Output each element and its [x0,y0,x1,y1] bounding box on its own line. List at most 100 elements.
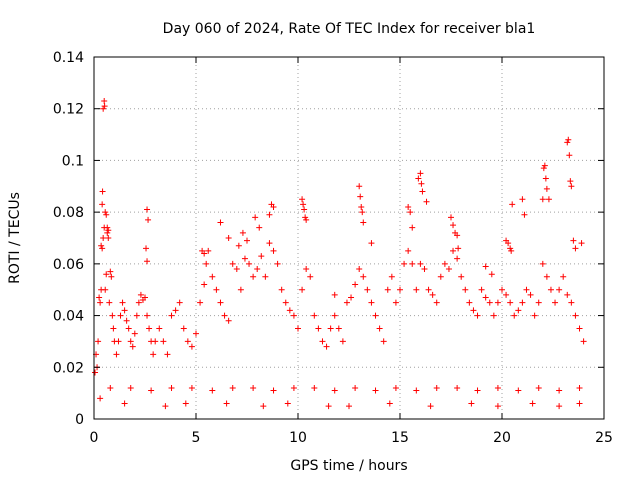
data-point [482,263,489,270]
data-point [580,338,587,345]
data-point [368,299,375,306]
data-point [302,214,309,221]
data-point [213,286,220,293]
data-point [127,384,134,391]
data-point [106,299,113,306]
data-point [376,325,383,332]
data-point [552,299,559,306]
data-point [515,307,522,314]
data-point [217,219,224,226]
data-point [357,193,364,200]
data-point [339,338,346,345]
x-axis-label: GPS time / hours [290,458,407,474]
data-point [137,291,144,298]
data-point [241,255,248,262]
data-point [246,260,253,267]
data-point [415,175,422,182]
data-point [180,325,187,332]
data-point [286,307,293,314]
data-point [325,403,332,410]
data-point [445,266,452,273]
data-point [359,209,366,216]
data-point [433,384,440,391]
data-point [303,216,310,223]
data-point [566,152,573,159]
data-point [146,325,153,332]
data-point [331,387,338,394]
data-point [121,400,128,407]
data-point [462,286,469,293]
data-point [144,312,151,319]
data-point [386,400,393,407]
data-point [490,312,497,319]
data-point [160,338,167,345]
data-point [519,299,526,306]
data-point [545,196,552,203]
data-point [125,325,132,332]
data-point [425,286,432,293]
data-point [97,299,104,306]
data-point [441,260,448,267]
data-point [423,198,430,205]
data-point [145,216,152,223]
data-point [474,387,481,394]
data-point [290,384,297,391]
data-point [209,387,216,394]
data-point [113,351,120,358]
data-point [209,273,216,280]
data-point [543,185,550,192]
y-tick-label: 0.06 [53,257,84,273]
data-point [499,286,505,293]
data-point [527,291,534,298]
data-point [494,299,501,306]
data-point [531,312,538,319]
data-point [250,273,257,280]
data-point [397,286,403,293]
data-point [119,299,126,306]
data-point [535,299,542,306]
data-point [117,312,124,319]
data-point [100,235,107,241]
data-point [131,330,138,337]
data-point [244,237,250,244]
data-point [401,260,408,267]
data-point [576,384,583,391]
data-point [540,165,547,172]
data-point [98,242,105,249]
x-tick-label: 0 [90,430,99,446]
data-point [429,291,436,298]
data-point [99,245,106,252]
data-point [100,105,107,112]
chart-title: Day 060 of 2024, Rate Of TEC Index for r… [163,21,536,37]
data-point [104,224,111,231]
data-point [335,325,342,332]
data-point [223,400,230,407]
data-point [364,286,371,293]
data-point [427,403,434,410]
data-point [488,271,495,278]
plot-frame [93,56,605,420]
data-point [182,400,189,407]
data-point [270,247,277,254]
data-point [105,227,112,234]
data-point [299,286,306,293]
data-point [455,245,462,252]
y-tick-label: 0.08 [53,205,84,221]
data-point [103,211,110,218]
y-tick-label: 0.02 [53,360,84,376]
data-point [507,299,514,306]
data-point [372,312,379,319]
data-point [221,312,228,319]
data-point [572,245,579,252]
data-point [409,260,416,267]
data-point [250,384,257,391]
data-point [468,400,475,407]
data-point [360,273,367,280]
data-point [123,317,130,324]
data-point [229,260,236,267]
data-point [419,188,426,195]
data-point [101,97,108,104]
data-point [564,139,571,146]
data-point [201,250,208,257]
